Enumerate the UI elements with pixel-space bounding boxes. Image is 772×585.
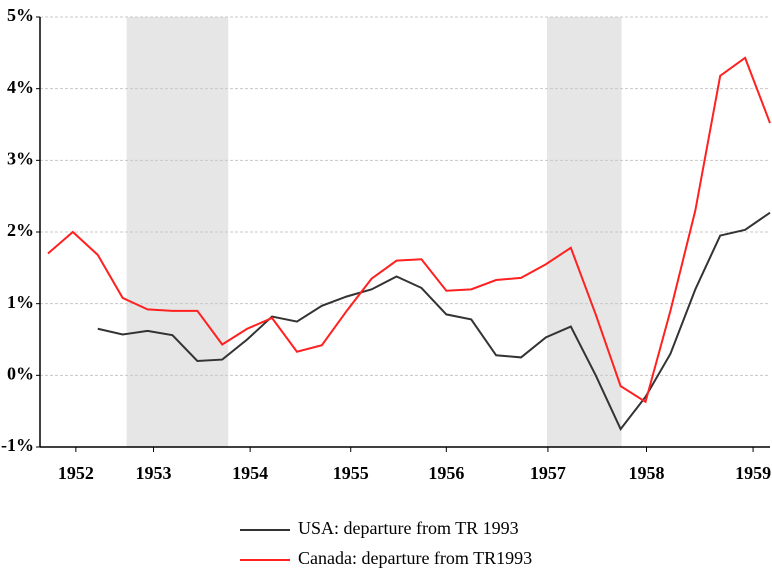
legend-label: USA: departure from TR 1993 bbox=[298, 518, 519, 538]
y-tick-label: 0% bbox=[7, 363, 34, 383]
x-tick-label: 1954 bbox=[232, 463, 268, 483]
y-tick-label: 4% bbox=[7, 77, 34, 97]
y-tick-label: 3% bbox=[7, 148, 34, 168]
y-tick-label: 1% bbox=[7, 292, 34, 312]
x-tick-label: 1952 bbox=[58, 463, 94, 483]
y-tick-label: 5% bbox=[7, 5, 34, 25]
x-tick-label: 1959 bbox=[735, 463, 771, 483]
x-tick-label: 1955 bbox=[333, 463, 369, 483]
y-tick-label: -1% bbox=[1, 435, 34, 455]
legend-label: Canada: departure from TR1993 bbox=[298, 548, 532, 568]
shaded-region bbox=[546, 17, 622, 447]
x-tick-label: 1956 bbox=[428, 463, 464, 483]
series-line bbox=[47, 56, 771, 404]
y-tick-label: 2% bbox=[7, 220, 34, 240]
legend: USA: departure from TR 1993 Canada: depar… bbox=[240, 518, 532, 568]
x-tick-label: 1957 bbox=[530, 463, 566, 483]
x-tick-label: 1953 bbox=[136, 463, 172, 483]
x-tick-label: 1958 bbox=[629, 463, 665, 483]
series-line bbox=[97, 211, 771, 431]
